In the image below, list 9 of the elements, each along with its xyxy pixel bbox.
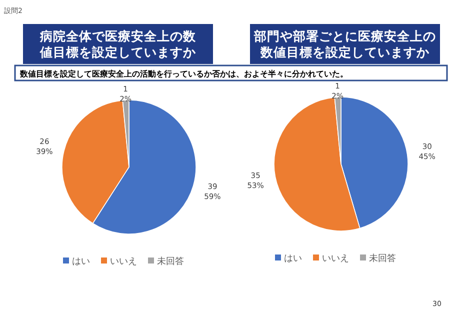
chart-title: 病院全体で医療安全上の数値目標を設定していますか xyxy=(39,28,197,60)
legend-label: 未回答 xyxy=(369,253,396,264)
chart-title: 部門や部署ごとに医療安全上の数値目標を設定していますか xyxy=(253,28,436,60)
text: 数値目標を設定して医療安全上の活動を行っているか否かは、およそ半々に分かれていた。 xyxy=(19,68,348,78)
legend-label: 未回答 xyxy=(157,256,184,267)
legend-label: はい xyxy=(72,257,90,267)
legend-label: いいえ xyxy=(110,257,137,267)
legend-label: いいえ xyxy=(322,254,349,264)
legend-label: はい xyxy=(284,254,302,264)
